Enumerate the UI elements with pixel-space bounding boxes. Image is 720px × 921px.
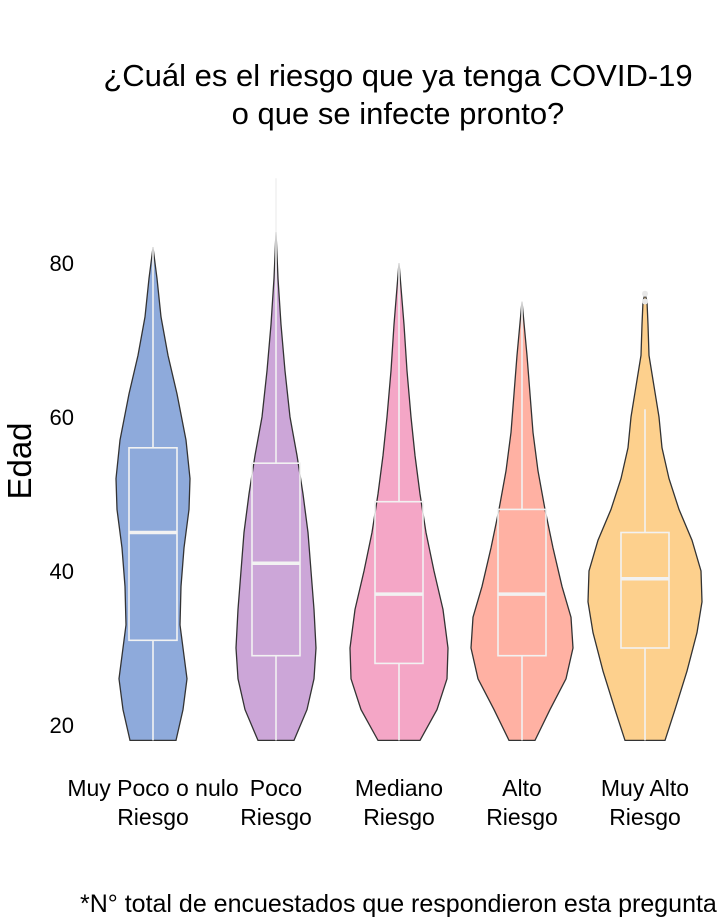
violin-group xyxy=(235,178,317,742)
violin-group xyxy=(115,247,191,742)
violin-group xyxy=(587,290,703,742)
y-tick-label: 60 xyxy=(50,405,74,430)
violin-shape xyxy=(115,247,191,742)
x-category-label: Riesgo xyxy=(609,804,681,830)
box-iqr xyxy=(251,462,301,657)
violin-group xyxy=(470,301,574,742)
x-category-label: Riesgo xyxy=(117,804,189,830)
violin-shape xyxy=(235,232,317,742)
x-category-label: Poco xyxy=(250,775,302,801)
x-axis-categories: Muy Poco o nuloRiesgoPocoRiesgoMedianoRi… xyxy=(67,775,689,830)
outlier-point xyxy=(642,290,648,297)
y-axis-label: Edad xyxy=(1,422,38,499)
x-category-label: Muy Poco o nulo xyxy=(67,775,238,801)
y-axis-ticks: 20 40 60 80 xyxy=(50,251,74,738)
chart-title-line-2: o que se infecte pronto? xyxy=(232,96,565,131)
box-iqr xyxy=(374,500,424,665)
box-iqr xyxy=(620,531,670,649)
x-category-label: Mediano xyxy=(355,775,443,801)
y-tick-label: 80 xyxy=(50,251,74,276)
violin-group xyxy=(349,262,449,742)
y-tick-label: 40 xyxy=(50,559,74,584)
x-category-label: Riesgo xyxy=(363,804,435,830)
outlier-point xyxy=(642,298,648,305)
x-category-label: Muy Alto xyxy=(601,775,689,801)
box-iqr xyxy=(497,508,547,657)
x-category-label: Riesgo xyxy=(240,804,312,830)
violin-shape xyxy=(470,301,574,742)
violins xyxy=(115,178,703,742)
chart-title-line-1: ¿Cuál es el riesgo que ya tenga COVID-19 xyxy=(103,58,692,93)
footnote: *N° total de encuestados que respondiero… xyxy=(80,890,717,918)
x-category-label: Riesgo xyxy=(486,804,558,830)
box-iqr xyxy=(128,446,178,642)
x-category-label: Alto xyxy=(502,775,542,801)
y-tick-label: 20 xyxy=(50,713,74,738)
